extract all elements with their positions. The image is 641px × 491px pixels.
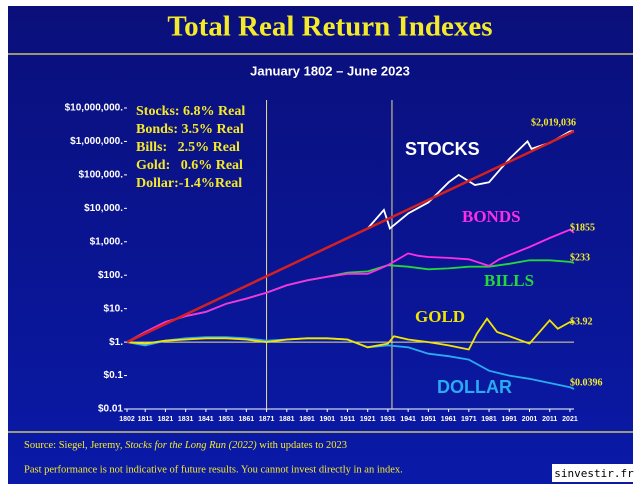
footnote: Past performance is not indicative of fu… [24, 464, 403, 475]
y-tick-label: $10,000. [84, 203, 123, 214]
end-value-label: $3.92 [570, 316, 593, 327]
series-label: GOLD [415, 307, 465, 326]
x-tick-label: 1901 [319, 416, 335, 423]
legend-line: Dollar:-1.4%Real [136, 176, 242, 191]
end-value-label: $0.0396 [570, 377, 603, 388]
x-tick-label: 1881 [279, 416, 295, 423]
slide-background [8, 6, 633, 484]
source: Source: Siegel, Jeremy, Stocks for the L… [24, 440, 347, 451]
y-tick-label: $100,000. [79, 170, 124, 181]
x-tick-label: 1921 [360, 416, 376, 423]
series-label: DOLLAR [437, 377, 512, 397]
x-tick-label: 1841 [198, 416, 214, 423]
y-tick-label: $1,000. [90, 236, 124, 247]
x-tick-label: 1861 [239, 416, 255, 423]
x-tick-label: 1961 [441, 416, 457, 423]
source-prefix: Source: Siegel, Jeremy, [24, 440, 125, 451]
source-book: Stocks for the Long Run (2022) [125, 440, 257, 451]
end-value-label: $1855 [570, 222, 595, 233]
y-tick-label: $100. [98, 270, 123, 281]
x-tick-label: 1891 [299, 416, 315, 423]
y-tick-label: $0.1 [104, 370, 124, 381]
x-tick-label: 1971 [461, 416, 477, 423]
x-tick-label: 1871 [259, 416, 275, 423]
x-tick-label: 2021 [562, 416, 578, 423]
series-label: BILLS [484, 271, 534, 290]
legend-line: Gold: 0.6% Real [136, 158, 243, 173]
series-label: STOCKS [405, 139, 480, 159]
x-tick-label: 1811 [138, 416, 153, 423]
x-tick-label: 1911 [340, 416, 355, 423]
series-label: BONDS [462, 207, 521, 226]
x-tick-label: 1821 [158, 416, 174, 423]
legend-line: Bonds: 3.5% Real [136, 122, 244, 137]
chart-title: Total Real Return Indexes [167, 11, 492, 43]
legend-line: Bills: 2.5% Real [136, 140, 240, 155]
y-tick-label: $0.01 [98, 404, 123, 415]
y-tick-label: $10,000,000. [65, 103, 124, 114]
trend-line [126, 130, 575, 344]
series-line [126, 228, 575, 343]
end-value-label: $233 [570, 252, 590, 263]
watermark: sinvestir.fr [554, 467, 634, 480]
x-tick-label: 1991 [501, 416, 517, 423]
plot-area: $0.01 $0.1 $1. $10. $100. $1,000. $10,000. $100… [65, 100, 603, 423]
watermark-box [552, 464, 636, 482]
legend-line: Stocks: 6.8% Real [136, 104, 245, 119]
y-tick-label: $1. [109, 337, 123, 348]
x-tick-label: 2001 [522, 416, 538, 423]
x-tick-label: 2011 [542, 416, 557, 423]
x-tick-label: 1951 [421, 416, 437, 423]
x-tick-label: 1851 [218, 416, 234, 423]
x-tick-label: 1931 [380, 416, 396, 423]
y-tick-label: $1,000,000. [70, 136, 123, 147]
x-tick-label: 1981 [481, 416, 497, 423]
source-suffix: with updates to 2023 [257, 440, 347, 451]
x-tick-label: 1802 [119, 416, 135, 423]
chart-subtitle: January 1802 – June 2023 [250, 63, 410, 78]
y-tick-label: $10. [104, 303, 124, 314]
end-value-label: $2,019,036 [531, 117, 576, 128]
x-tick-label: 1941 [400, 416, 416, 423]
series-line [126, 317, 575, 351]
x-tick-label: 1831 [178, 416, 194, 423]
